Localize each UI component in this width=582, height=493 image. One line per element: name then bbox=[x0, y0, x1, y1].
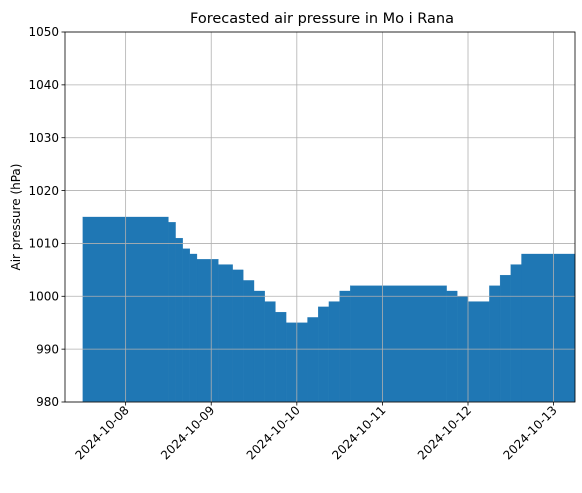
bar bbox=[521, 253, 576, 403]
y-tick-label: 1040 bbox=[28, 78, 59, 92]
y-tick-label: 980 bbox=[36, 395, 59, 409]
bar bbox=[328, 301, 340, 403]
bar bbox=[196, 259, 219, 403]
y-tick-label: 990 bbox=[36, 342, 59, 356]
bar bbox=[275, 311, 287, 403]
plot-frame bbox=[64, 31, 576, 403]
bar bbox=[253, 290, 265, 403]
y-tick-label: 1050 bbox=[28, 25, 59, 39]
bar bbox=[318, 306, 330, 403]
bar bbox=[218, 264, 233, 403]
bar bbox=[168, 222, 176, 403]
bar bbox=[232, 269, 244, 403]
y-tick-label: 1030 bbox=[28, 131, 59, 145]
bar bbox=[350, 285, 447, 403]
bar bbox=[489, 285, 501, 403]
y-tick-label: 1020 bbox=[28, 184, 59, 198]
grid-layer bbox=[65, 31, 575, 403]
bar bbox=[189, 253, 198, 403]
y-tick-label: 1000 bbox=[28, 289, 59, 303]
chart-title: Forecasted air pressure in Mo i Rana bbox=[190, 11, 454, 27]
bar bbox=[339, 290, 351, 403]
bar bbox=[307, 317, 319, 403]
y-axis-label: Air pressure (hPa) bbox=[9, 164, 23, 271]
bar bbox=[446, 290, 458, 403]
bar bbox=[264, 301, 276, 403]
y-tick-label: 1010 bbox=[28, 237, 59, 251]
bar bbox=[467, 301, 490, 403]
bar bbox=[510, 264, 522, 403]
bar bbox=[175, 237, 183, 403]
bar bbox=[243, 280, 255, 403]
bar bbox=[182, 248, 190, 403]
bar bbox=[499, 274, 511, 403]
